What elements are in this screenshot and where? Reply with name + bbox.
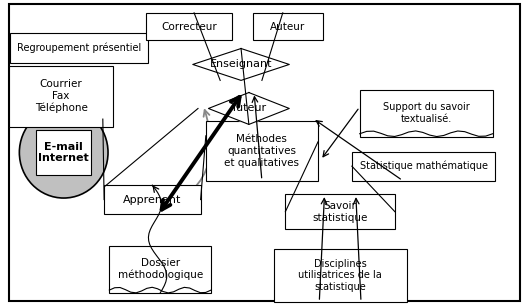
- Bar: [9, 66, 113, 127]
- Bar: [206, 121, 318, 181]
- Bar: [146, 13, 232, 40]
- Text: Statistique mathématique: Statistique mathématique: [360, 161, 488, 171]
- Polygon shape: [208, 92, 289, 124]
- Bar: [253, 13, 323, 40]
- Bar: [274, 249, 407, 302]
- FancyArrowPatch shape: [145, 110, 210, 213]
- Text: Regroupement présentiel: Regroupement présentiel: [17, 42, 141, 53]
- Polygon shape: [193, 48, 289, 81]
- Text: Apprenant: Apprenant: [123, 195, 181, 205]
- Text: Méthodes
quantitatives
et qualitatives: Méthodes quantitatives et qualitatives: [225, 135, 299, 167]
- Bar: [109, 246, 211, 293]
- Text: E-mail
Internet: E-mail Internet: [38, 142, 89, 163]
- Text: Disciplines
utilisatrices de la
statistique: Disciplines utilisatrices de la statisti…: [298, 259, 382, 292]
- Text: Support du savoir
textualisé.: Support du savoir textualisé.: [383, 102, 470, 124]
- Text: Auteur: Auteur: [270, 21, 306, 31]
- Bar: [286, 194, 395, 229]
- Text: Savoir
statistique: Savoir statistique: [312, 201, 368, 223]
- Bar: [360, 89, 493, 137]
- Text: Courrier
Fax
Téléphone: Courrier Fax Téléphone: [35, 79, 87, 113]
- Bar: [352, 152, 495, 181]
- Bar: [36, 130, 91, 175]
- Text: Tuteur: Tuteur: [231, 103, 267, 113]
- Ellipse shape: [19, 107, 108, 198]
- Text: Dossier
méthodologique: Dossier méthodologique: [118, 258, 203, 281]
- Bar: [104, 185, 200, 214]
- Text: Enseignant: Enseignant: [210, 59, 272, 70]
- Bar: [10, 33, 148, 63]
- Text: Correcteur: Correcteur: [161, 21, 217, 31]
